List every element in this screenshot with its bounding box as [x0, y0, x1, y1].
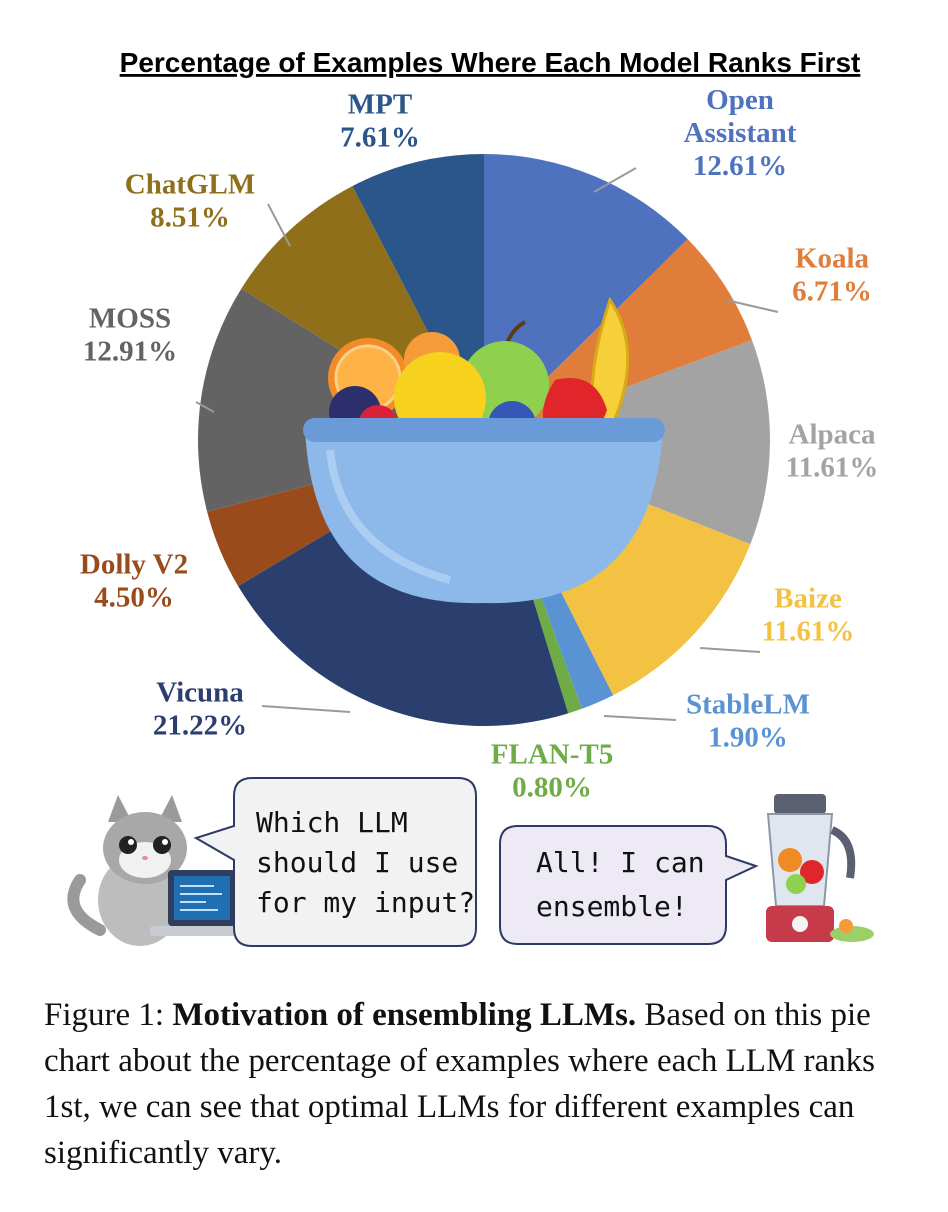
leader-line — [593, 167, 637, 193]
leader-line — [603, 715, 677, 721]
figure-illustration: Percentage of Examples Where Each Model … — [67, 47, 878, 947]
blender-icon — [766, 794, 874, 942]
slice-label-koala: Koala 6.71% — [792, 243, 872, 308]
caption-prefix: Figure 1: — [44, 997, 173, 1033]
cat-bubble-line-2: should I use — [256, 846, 458, 879]
slice-label-flan-t5: FLAN-T5 0.80% — [491, 739, 613, 804]
leader-line — [195, 401, 215, 413]
slice-label-mpt: MPT 7.61% — [340, 89, 420, 154]
blender-speech-bubble: All! I can ensemble! — [499, 825, 759, 945]
slice-label-stablelm: StableLM 1.90% — [686, 689, 810, 754]
caption-text: Based on this pie chart about the percen… — [44, 997, 876, 1171]
slice-label-chatglm: ChatGLM 8.51% — [125, 169, 256, 234]
slice-label-dolly-v2: Dolly V2 4.50% — [80, 549, 188, 614]
slice-label-open-assistant: Open Assistant 12.61% — [684, 84, 797, 182]
slice-label-alpaca: Alpaca 11.61% — [786, 419, 879, 484]
cat-icon — [67, 795, 187, 946]
slice-label-moss: MOSS 12.91% — [83, 303, 177, 368]
caption-bold: Motivation of ensembling LLMs. — [172, 997, 637, 1033]
label-leader-lines — [195, 167, 779, 721]
slice-label-baize: Baize 11.61% — [762, 583, 855, 648]
slice-labels: Open Assistant 12.61% Koala 6.71% Alpaca 11.61… — [80, 84, 878, 804]
blender-bubble-line-2: ensemble! — [536, 890, 688, 923]
chart-title: Percentage of Examples Where Each Model … — [120, 47, 861, 78]
leader-line — [699, 647, 761, 653]
laptop-icon — [150, 870, 246, 936]
leader-line — [725, 299, 779, 313]
cat-speech-bubble: Which LLM should I use for my input? — [193, 777, 477, 947]
fruit-bowl-icon — [303, 296, 665, 604]
blender-bubble-line-1: All! I can — [536, 846, 705, 879]
leader-line — [261, 705, 351, 713]
cat-bubble-line-1: Which LLM — [256, 806, 408, 839]
cat-bubble-line-3: for my input? — [256, 886, 475, 919]
figure-caption: Figure 1: Motivation of ensembling LLMs.… — [44, 992, 924, 1176]
slice-label-vicuna: Vicuna 21.22% — [153, 677, 247, 742]
leader-line — [267, 203, 291, 247]
